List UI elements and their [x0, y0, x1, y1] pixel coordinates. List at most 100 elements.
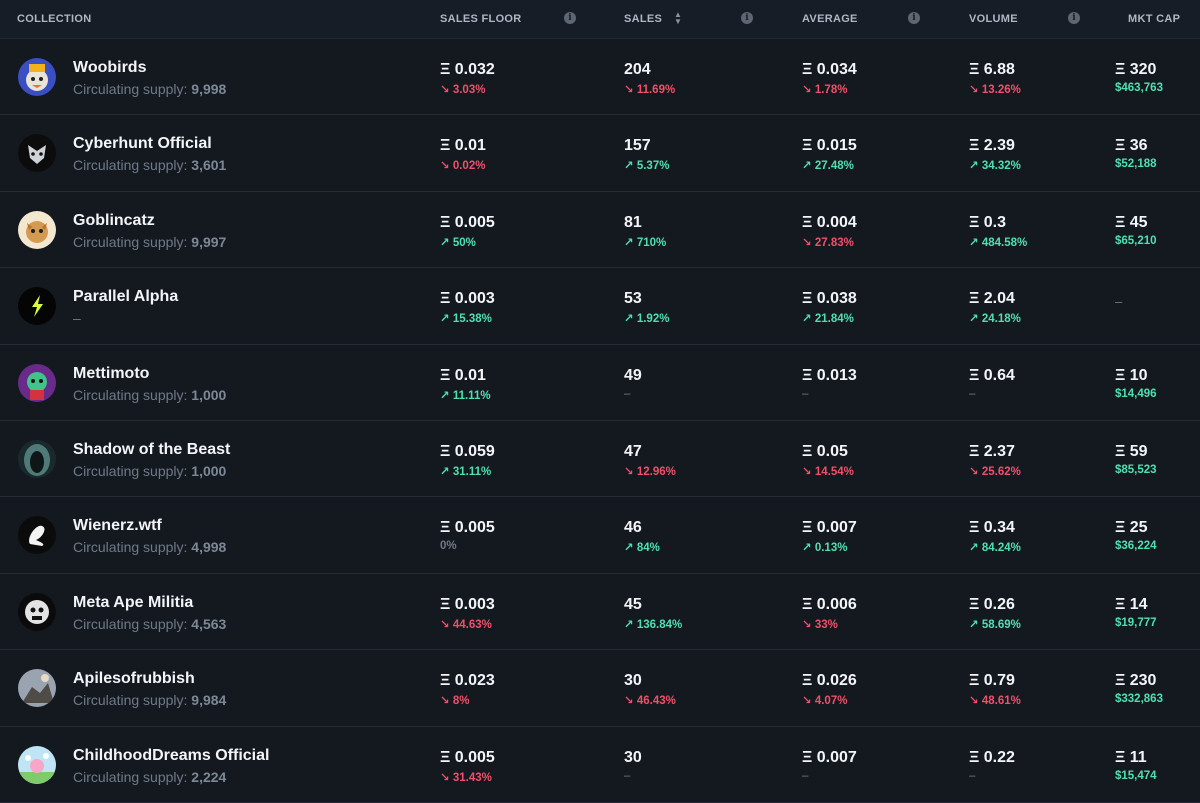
sales-info-icon[interactable]: i — [741, 12, 753, 24]
collection-name[interactable]: Mettimoto — [73, 364, 150, 382]
sales-change: ↘ 11.69% — [624, 84, 676, 96]
table-row[interactable]: Shadow of the Beast Circulating supply: 1… — [0, 421, 1200, 498]
sales-floor-value: Ξ 0.005 — [440, 213, 495, 231]
volume-change: ↘ 13.26% — [969, 84, 1021, 96]
mkt-cap-value: Ξ 45 — [1115, 213, 1148, 231]
col-sales-floor-header[interactable]: SALES FLOOR — [440, 13, 522, 25]
circulating-supply: – — [73, 310, 81, 327]
sales-change: – — [624, 387, 631, 400]
mkt-cap-usd: $36,224 — [1115, 540, 1157, 553]
collection-avatar[interactable] — [18, 134, 56, 173]
collection-avatar[interactable] — [18, 363, 56, 402]
collection-name[interactable]: ChildhoodDreams Official — [73, 746, 270, 764]
sales-floor-change: ↘ 8% — [440, 695, 470, 708]
supply-label: Circulating supply: — [73, 386, 188, 403]
collection-name[interactable]: Apilesofrubbish — [73, 670, 195, 688]
mkt-cap-usd: $332,863 — [1115, 693, 1163, 706]
sales-floor-change: ↘ 3.03% — [440, 84, 486, 96]
average-change: ↘ 33% — [802, 618, 838, 631]
collection-avatar[interactable] — [18, 516, 56, 555]
sales-change: ↘ 46.43% — [624, 695, 676, 708]
volume-value: Ξ 2.04 — [969, 290, 1015, 308]
average-change: ↗ 0.13% — [802, 542, 848, 555]
sales-floor-value: Ξ 0.023 — [440, 672, 495, 690]
table-row[interactable]: Meta Ape Militia Circulating supply: 4,56… — [0, 574, 1200, 651]
volume-info-icon[interactable]: i — [1068, 12, 1080, 24]
sales-floor-change: ↗ 15.38% — [440, 313, 492, 326]
volume-change: ↗ 58.69% — [969, 618, 1021, 631]
sales-change: ↗ 136.84% — [624, 618, 683, 631]
mkt-cap-usd: $463,763 — [1115, 82, 1163, 94]
sales-floor-change: ↘ 44.63% — [440, 618, 492, 631]
collection-avatar[interactable] — [18, 287, 56, 326]
average-change: – — [802, 769, 809, 782]
table-row[interactable]: Goblincatz Circulating supply: 9,997 Ξ 0.0… — [0, 192, 1200, 269]
mkt-cap-usd: $65,210 — [1115, 234, 1157, 247]
sales-value: 53 — [624, 290, 642, 308]
sales-value: 204 — [624, 61, 651, 78]
collection-avatar[interactable] — [18, 58, 56, 96]
volume-change: ↗ 24.18% — [969, 313, 1021, 326]
table-row[interactable]: Mettimoto Circulating supply: 1,000 Ξ 0.01… — [0, 345, 1200, 421]
volume-change: ↗ 84.24% — [969, 542, 1021, 555]
collection-name[interactable]: Goblincatz — [73, 211, 155, 229]
average-info-icon[interactable]: i — [908, 12, 920, 24]
volume-change: ↗ 484.58% — [969, 236, 1028, 249]
average-change: ↗ 21.84% — [802, 313, 854, 326]
table-row[interactable]: ChildhoodDreams Official Circulating supp… — [0, 727, 1200, 803]
mkt-cap-value: Ξ 10 — [1115, 366, 1148, 384]
collection-avatar[interactable] — [18, 439, 56, 478]
circulating-supply: Circulating supply: 9,997 — [73, 234, 226, 250]
sales-change: – — [624, 769, 631, 782]
sales-floor-info-icon[interactable]: i — [564, 12, 576, 24]
supply-label: Circulating supply: — [73, 768, 188, 785]
collection-name[interactable]: Wienerz.wtf — [73, 517, 162, 535]
sales-value: 157 — [624, 137, 651, 155]
collection-name[interactable]: Parallel Alpha — [73, 288, 179, 306]
supply-label: Circulating supply: — [73, 233, 188, 250]
average-value: Ξ 0.006 — [802, 595, 857, 613]
sales-floor-value: Ξ 0.005 — [440, 519, 495, 537]
table-row[interactable]: Wienerz.wtf Circulating supply: 4,998 Ξ 0.… — [0, 497, 1200, 574]
collection-name[interactable]: Woobirds — [73, 59, 147, 76]
table-row[interactable]: Woobirds Circulating supply: 9,998 Ξ 0.032… — [0, 39, 1200, 116]
col-mkt-cap-header[interactable]: MKT CAP — [1128, 13, 1181, 25]
sales-value: 47 — [624, 442, 642, 460]
volume-value: Ξ 2.39 — [969, 137, 1015, 155]
col-sales-header[interactable]: SALES — [624, 13, 663, 25]
volume-change: ↘ 25.62% — [969, 465, 1021, 478]
collections-table: Woobirds Circulating supply: 9,998 Ξ 0.032… — [0, 39, 1200, 803]
collection-avatar[interactable] — [18, 669, 56, 708]
col-volume-header[interactable]: VOLUME — [969, 13, 1018, 25]
sales-floor-value: Ξ 0.003 — [440, 290, 495, 308]
average-value: Ξ 0.05 — [802, 442, 848, 460]
mkt-cap-usd: $14,496 — [1115, 387, 1157, 400]
supply-value: 3,601 — [191, 157, 227, 174]
supply-value: 9,984 — [191, 692, 227, 709]
mkt-cap-value: Ξ 25 — [1115, 519, 1148, 537]
sales-floor-change: 0% — [440, 540, 457, 553]
sort-icon[interactable]: ▲ ▼ — [674, 10, 682, 26]
circulating-supply: Circulating supply: 3,601 — [73, 157, 226, 173]
mkt-cap-value: Ξ 36 — [1115, 137, 1148, 155]
average-change: ↘ 1.78% — [802, 84, 848, 96]
average-value: Ξ 0.026 — [802, 672, 857, 690]
table-row[interactable]: Cyberhunt Official Circulating supply: 3,… — [0, 115, 1200, 192]
collection-name[interactable]: Meta Ape Militia — [73, 593, 194, 611]
collection-name[interactable]: Cyberhunt Official — [73, 135, 212, 153]
collection-name[interactable]: Shadow of the Beast — [73, 440, 231, 458]
sales-value: 30 — [624, 672, 642, 690]
supply-value: 1,000 — [191, 386, 227, 403]
table-row[interactable]: Parallel Alpha – Ξ 0.003 ↗ 15.38% 53 ↗ 1.92% Ξ… — [0, 268, 1200, 345]
supply-value: 1,000 — [191, 462, 227, 479]
sales-floor-value: Ξ 0.059 — [440, 442, 495, 460]
table-row[interactable]: Apilesofrubbish Circulating supply: 9,984… — [0, 650, 1200, 727]
collection-avatar[interactable] — [18, 210, 56, 249]
col-collection-header[interactable]: COLLECTION — [17, 13, 92, 25]
collection-avatar[interactable] — [18, 592, 56, 631]
collection-avatar[interactable] — [18, 745, 56, 784]
col-average-header[interactable]: AVERAGE — [802, 13, 858, 25]
volume-value: Ξ 0.26 — [969, 595, 1015, 613]
supply-value: 9,998 — [191, 81, 227, 97]
volume-change: – — [969, 769, 976, 782]
